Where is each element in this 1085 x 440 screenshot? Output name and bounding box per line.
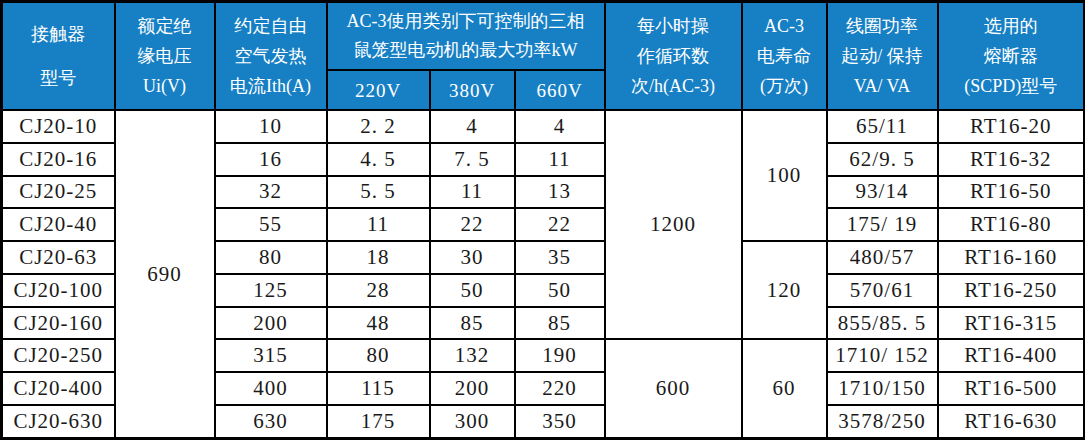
power-380v-cell: 50 xyxy=(430,274,515,307)
coil-power-cell: 855/85. 5 xyxy=(827,307,938,340)
fuse-type-cell: RT16-32 xyxy=(938,143,1085,176)
power-220v-cell: 175 xyxy=(327,405,430,438)
power-220v-cell: 2. 2 xyxy=(327,110,430,143)
model-cell: CJ20-10 xyxy=(2,110,115,143)
power-220v-cell: 11 xyxy=(327,208,430,241)
ith-current-cell: 200 xyxy=(215,307,327,340)
power-220v-cell: 80 xyxy=(327,339,430,372)
ith-current-cell: 630 xyxy=(215,405,327,438)
power-380v-cell: 300 xyxy=(430,405,515,438)
power-380v-cell: 4 xyxy=(430,110,515,143)
header-220v: 220V xyxy=(327,70,430,110)
power-220v-cell: 5. 5 xyxy=(327,176,430,209)
coil-power-cell: 1710/150 xyxy=(827,372,938,405)
power-660v-cell: 22 xyxy=(515,208,605,241)
header-electrical-life: AC-3 电寿命 (万次) xyxy=(742,2,827,111)
power-380v-cell: 11 xyxy=(430,176,515,209)
power-660v-cell: 220 xyxy=(515,372,605,405)
ith-current-cell: 10 xyxy=(215,110,327,143)
ith-current-cell: 125 xyxy=(215,274,327,307)
fuse-type-cell: RT16-250 xyxy=(938,274,1085,307)
coil-power-cell: 3578/250 xyxy=(827,405,938,438)
power-220v-cell: 4. 5 xyxy=(327,143,430,176)
power-660v-cell: 11 xyxy=(515,143,605,176)
header-thermal-current: 约定自由 空气发热 电流Ith(A) xyxy=(215,2,327,111)
header-rated-insulation-voltage: 额定绝 缘电压 Ui(V) xyxy=(115,2,215,111)
power-660v-cell: 13 xyxy=(515,176,605,209)
life-cell: 100 xyxy=(742,110,827,241)
contactor-spec-table-page: 接触器 型号 额定绝 缘电压 Ui(V) 约定自由 空气发热 电流Ith(A) … xyxy=(0,0,1085,440)
model-cell: CJ20-25 xyxy=(2,176,115,209)
cycles-cell: 1200 xyxy=(605,110,742,339)
life-cell: 120 xyxy=(742,241,827,339)
fuse-type-cell: RT16-400 xyxy=(938,339,1085,372)
coil-power-cell: 480/57 xyxy=(827,241,938,274)
coil-power-cell: 93/14 xyxy=(827,176,938,209)
model-cell: CJ20-40 xyxy=(2,208,115,241)
power-380v-cell: 30 xyxy=(430,241,515,274)
header-ac3-max-power: AC-3使用类别下可控制的三相 鼠笼型电动机的最大功率kW xyxy=(327,2,605,71)
power-220v-cell: 18 xyxy=(327,241,430,274)
header-380v: 380V xyxy=(430,70,515,110)
coil-power-cell: 175/ 19 xyxy=(827,208,938,241)
model-cell: CJ20-160 xyxy=(2,307,115,340)
model-cell: CJ20-250 xyxy=(2,339,115,372)
life-cell: 60 xyxy=(742,339,827,438)
coil-power-cell: 65/11 xyxy=(827,110,938,143)
ith-current-cell: 315 xyxy=(215,339,327,372)
header-operating-cycles: 每小时操 作循环数 次/h(AC-3) xyxy=(605,2,742,111)
cycles-cell: 600 xyxy=(605,339,742,438)
header-660v: 660V xyxy=(515,70,605,110)
contactor-spec-table: 接触器 型号 额定绝 缘电压 Ui(V) 约定自由 空气发热 电流Ith(A) … xyxy=(0,0,1085,440)
model-cell: CJ20-400 xyxy=(2,372,115,405)
ith-current-cell: 80 xyxy=(215,241,327,274)
model-cell: CJ20-16 xyxy=(2,143,115,176)
power-220v-cell: 28 xyxy=(327,274,430,307)
coil-power-cell: 1710/ 152 xyxy=(827,339,938,372)
ith-current-cell: 32 xyxy=(215,176,327,209)
model-cell: CJ20-100 xyxy=(2,274,115,307)
fuse-type-cell: RT16-315 xyxy=(938,307,1085,340)
fuse-type-cell: RT16-50 xyxy=(938,176,1085,209)
ui-voltage-cell: 690 xyxy=(115,110,215,439)
power-660v-cell: 190 xyxy=(515,339,605,372)
power-380v-cell: 200 xyxy=(430,372,515,405)
fuse-type-cell: RT16-160 xyxy=(938,241,1085,274)
model-cell: CJ20-630 xyxy=(2,405,115,438)
table-body: CJ20-10690102. 244120010065/11RT16-20CJ2… xyxy=(2,110,1085,439)
fuse-type-cell: RT16-500 xyxy=(938,372,1085,405)
ith-current-cell: 16 xyxy=(215,143,327,176)
header-contactor-model: 接触器 型号 xyxy=(2,2,115,111)
power-380v-cell: 132 xyxy=(430,339,515,372)
coil-power-cell: 62/9. 5 xyxy=(827,143,938,176)
power-660v-cell: 350 xyxy=(515,405,605,438)
coil-power-cell: 570/61 xyxy=(827,274,938,307)
fuse-type-cell: RT16-630 xyxy=(938,405,1085,438)
power-660v-cell: 85 xyxy=(515,307,605,340)
fuse-type-cell: RT16-80 xyxy=(938,208,1085,241)
ith-current-cell: 55 xyxy=(215,208,327,241)
model-cell: CJ20-63 xyxy=(2,241,115,274)
power-660v-cell: 35 xyxy=(515,241,605,274)
table-header: 接触器 型号 额定绝 缘电压 Ui(V) 约定自由 空气发热 电流Ith(A) … xyxy=(2,2,1085,111)
power-380v-cell: 22 xyxy=(430,208,515,241)
header-fuse-type: 选用的 熔断器 (SCPD)型号 xyxy=(938,2,1085,111)
power-660v-cell: 4 xyxy=(515,110,605,143)
fuse-type-cell: RT16-20 xyxy=(938,110,1085,143)
header-coil-power: 线圈功率 起动/ 保持 VA/ VA xyxy=(827,2,938,111)
power-220v-cell: 115 xyxy=(327,372,430,405)
power-380v-cell: 7. 5 xyxy=(430,143,515,176)
power-660v-cell: 50 xyxy=(515,274,605,307)
power-220v-cell: 48 xyxy=(327,307,430,340)
table-row: CJ20-10690102. 244120010065/11RT16-20 xyxy=(2,110,1085,143)
power-380v-cell: 85 xyxy=(430,307,515,340)
ith-current-cell: 400 xyxy=(215,372,327,405)
